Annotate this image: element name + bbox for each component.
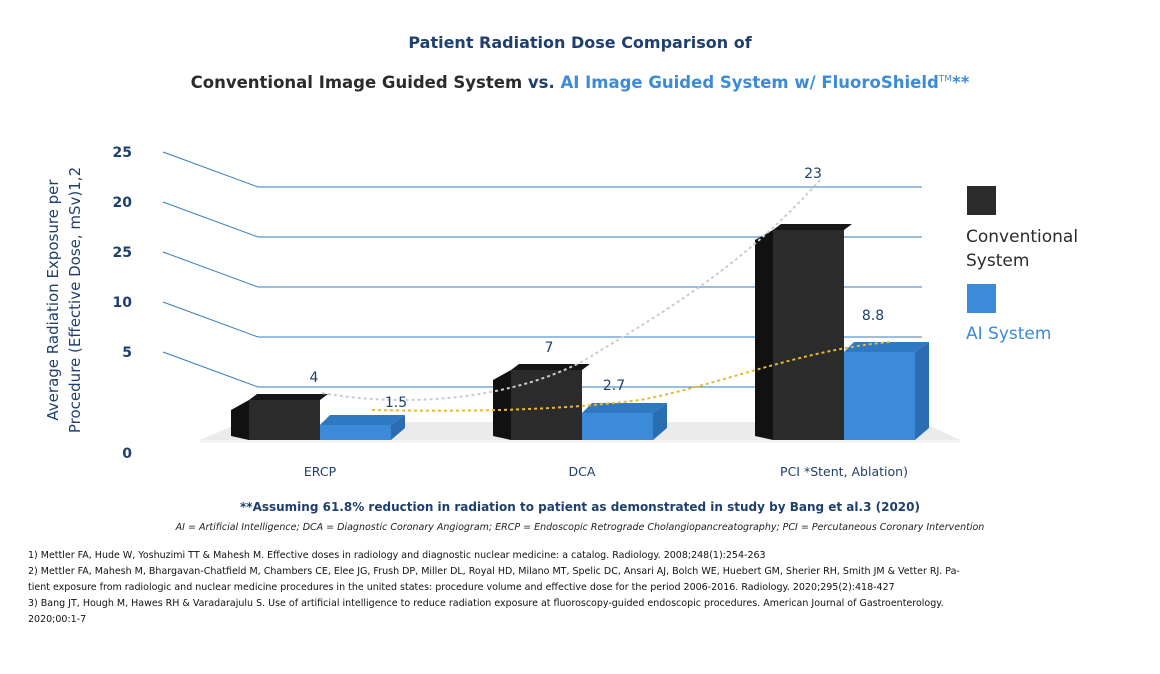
abbreviation-note: AI = Artificial Intelligence; DCA = Diag… <box>175 522 985 533</box>
data-label-conventional: 4 <box>310 370 319 386</box>
bar-side <box>653 403 667 440</box>
assumption-note: **Assuming 61.8% reduction in radiation … <box>240 500 920 514</box>
y-tick-label: 0 <box>122 446 132 462</box>
legend-swatch-conventional <box>967 186 996 215</box>
gridline <box>162 301 922 338</box>
data-label-conventional: 23 <box>804 166 822 182</box>
bar-side <box>915 342 929 440</box>
bar-side <box>391 415 405 440</box>
data-label-ai: 8.8 <box>862 308 884 324</box>
bar-front <box>773 230 844 440</box>
title-conventional: Conventional Image Guided System <box>190 73 523 92</box>
bar-ai-dca <box>582 403 667 440</box>
title-stars: ** <box>952 73 970 92</box>
x-tick-label: ERCP <box>304 464 337 479</box>
y-tick-label: 25 <box>113 145 132 161</box>
bar-top <box>844 342 929 352</box>
gridline <box>162 201 922 238</box>
chart-floor-edge <box>200 440 960 443</box>
y-tick-label: 25 <box>113 245 132 261</box>
data-label-ai: 1.5 <box>385 395 407 411</box>
legend-label-ai: AI System <box>966 324 1052 344</box>
reference-3: 3) Bang JT, Hough M, Hawes RH & Varadara… <box>28 598 944 609</box>
bar-chart: 0 5 10 25 20 25 Average Radiation Exposure per… <box>44 145 996 479</box>
y-tick-label: 5 <box>122 345 132 361</box>
bar-top <box>773 224 852 230</box>
reference-1: 1) Mettler FA, Hude W, Yoshuzimi TT & Ma… <box>28 550 766 561</box>
bar-top <box>511 364 590 370</box>
bar-front <box>249 400 320 440</box>
legend-label-conventional: Conventional System <box>966 227 1079 271</box>
bar-front <box>844 352 915 440</box>
references: 1) Mettler FA, Hude W, Yoshuzimi TT & Ma… <box>28 548 1128 628</box>
bar-top <box>582 403 667 413</box>
data-label-conventional: 7 <box>545 340 554 356</box>
title-trademark: TM <box>938 74 953 85</box>
y-tick-label: 20 <box>113 195 133 211</box>
gridline <box>162 251 922 288</box>
bar-conventional-ercp <box>231 394 328 440</box>
gridline <box>162 351 922 388</box>
bar-conventional-dca <box>493 364 590 440</box>
gridline <box>162 151 922 188</box>
bar-front <box>582 413 653 440</box>
bar-ai-pci <box>844 342 929 440</box>
y-axis-label: Procedure (Effective Dose, mSv)1,2 <box>66 167 84 433</box>
title-ai: AI Image Guided System w/ FluoroShield <box>560 73 939 92</box>
bar-side <box>231 400 249 440</box>
x-tick-label: DCA <box>569 464 596 479</box>
bar-front <box>320 425 391 440</box>
bar-ai-ercp <box>320 415 405 440</box>
bar-conventional-pci <box>755 224 852 440</box>
chart-title-line2: Conventional Image Guided System vs. AI … <box>0 73 1160 92</box>
bar-front <box>511 370 582 440</box>
title-vs: vs. <box>522 73 561 92</box>
legend-swatch-ai <box>967 284 996 313</box>
y-tick-label: 10 <box>113 295 133 311</box>
y-axis-label: Average Radiation Exposure per <box>44 179 62 421</box>
bar-top <box>249 394 328 400</box>
chart-title-line1: Patient Radiation Dose Comparison of <box>408 33 752 52</box>
bar-top <box>320 415 405 425</box>
data-label-ai: 2.7 <box>603 378 625 394</box>
reference-3-cont: 2020;00:1-7 <box>28 614 87 625</box>
bar-side <box>493 370 511 440</box>
reference-2: 2) Mettler FA, Mahesh M, Bhargavan-Chatf… <box>28 566 960 577</box>
x-tick-label: PCI *Stent, Ablation) <box>780 464 908 479</box>
reference-2-cont: tient exposure from radiologic and nucle… <box>28 582 895 593</box>
bar-side <box>755 230 773 440</box>
trend-curve-conventional <box>321 179 821 402</box>
